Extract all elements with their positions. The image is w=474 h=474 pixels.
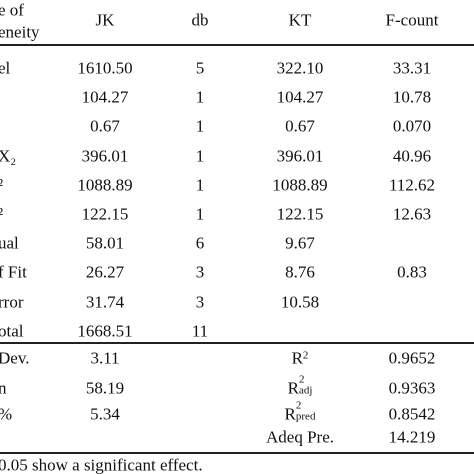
cell: 5: [195, 58, 205, 78]
cell: 33.31: [392, 58, 432, 78]
cell: 31.74: [85, 292, 125, 312]
stat-scripts: 2 pred: [295, 400, 316, 423]
section-rule: [0, 342, 474, 344]
cell: 1: [195, 146, 205, 166]
cell: 5.34: [90, 404, 120, 424]
footnote: 0.05 show a significant effect.: [0, 455, 203, 474]
cell: 1088.89: [272, 175, 328, 195]
row-label: %: [0, 406, 12, 423]
statistic: R 2 pred: [284, 400, 316, 424]
cell: 12.63: [392, 204, 432, 224]
stat-sup: 2: [295, 399, 302, 412]
cell: 1610.50: [77, 58, 133, 78]
stat-sup: 2: [298, 373, 305, 386]
cell: 40.96: [392, 146, 432, 166]
cell: 11: [191, 321, 209, 341]
cell: 396.01: [81, 146, 129, 166]
cell: 104.27: [81, 87, 129, 107]
stat-sub: adj: [298, 384, 313, 397]
cell: 3.11: [90, 348, 120, 368]
row-label: rror: [0, 292, 24, 312]
cell: 0.070: [392, 116, 432, 136]
cell: 3: [195, 292, 205, 312]
cell: 322.10: [276, 58, 324, 78]
cell: 0.67: [90, 116, 120, 136]
cell: 14.219: [388, 427, 436, 447]
row-label: ²: [0, 175, 4, 195]
cell: 1088.89: [77, 175, 133, 195]
cell: 26.27: [85, 262, 125, 282]
cell: 58.19: [85, 378, 125, 398]
stat-base: R: [291, 348, 303, 368]
cell: 122.15: [276, 204, 324, 224]
cell: 0.8542: [388, 404, 436, 424]
stat-sup: 2: [302, 349, 309, 362]
cell: 9.67: [285, 233, 315, 253]
row-label: f Fit: [0, 262, 27, 282]
cell: 0.9652: [388, 348, 436, 368]
cell: 0.67: [285, 116, 315, 136]
cell: 58.01: [85, 233, 125, 253]
row-label: ual: [0, 233, 19, 253]
cell: 6: [195, 233, 205, 253]
column-header: KT: [288, 10, 312, 30]
column-header: db: [191, 10, 209, 30]
statistic: R 2 adj: [287, 374, 313, 398]
row-label: X₂: [0, 146, 17, 166]
header-source: e of: [0, 0, 24, 20]
row-label: otal: [0, 321, 24, 341]
cell: 10.58: [280, 292, 320, 312]
stat-base: R: [287, 378, 299, 398]
cell: 1: [195, 204, 205, 224]
cell: 3: [195, 262, 205, 282]
cell: 104.27: [276, 87, 324, 107]
stat-scripts: 2: [303, 350, 309, 361]
cell: 1: [195, 116, 205, 136]
column-header: JK: [95, 10, 115, 30]
stat-base: R: [284, 404, 296, 424]
header-source: eneity: [0, 22, 40, 42]
cell: 0.9363: [388, 378, 436, 398]
cell: 1: [195, 175, 205, 195]
row-label: ²: [0, 204, 4, 224]
row-label: n: [0, 378, 7, 398]
row-label: el: [0, 58, 11, 78]
stat-scripts: 2 adj: [298, 374, 313, 397]
cell: 122.15: [81, 204, 129, 224]
cell: 10.78: [392, 87, 432, 107]
cell: 112.62: [388, 175, 436, 195]
cell: 1: [195, 87, 205, 107]
bottom-rule: [0, 452, 474, 454]
stat-sub: pred: [295, 410, 316, 423]
row-label: Dev.: [0, 348, 30, 368]
cell: 1668.51: [77, 321, 133, 341]
header-rule: [0, 44, 474, 46]
column-header: F-count: [385, 10, 439, 30]
cell: 8.76: [285, 262, 315, 282]
statistic: Adeq Pre.: [266, 429, 334, 446]
cell: 0.83: [397, 262, 427, 282]
cell: 396.01: [276, 146, 324, 166]
stat-base: Adeq Pre.: [266, 427, 334, 447]
